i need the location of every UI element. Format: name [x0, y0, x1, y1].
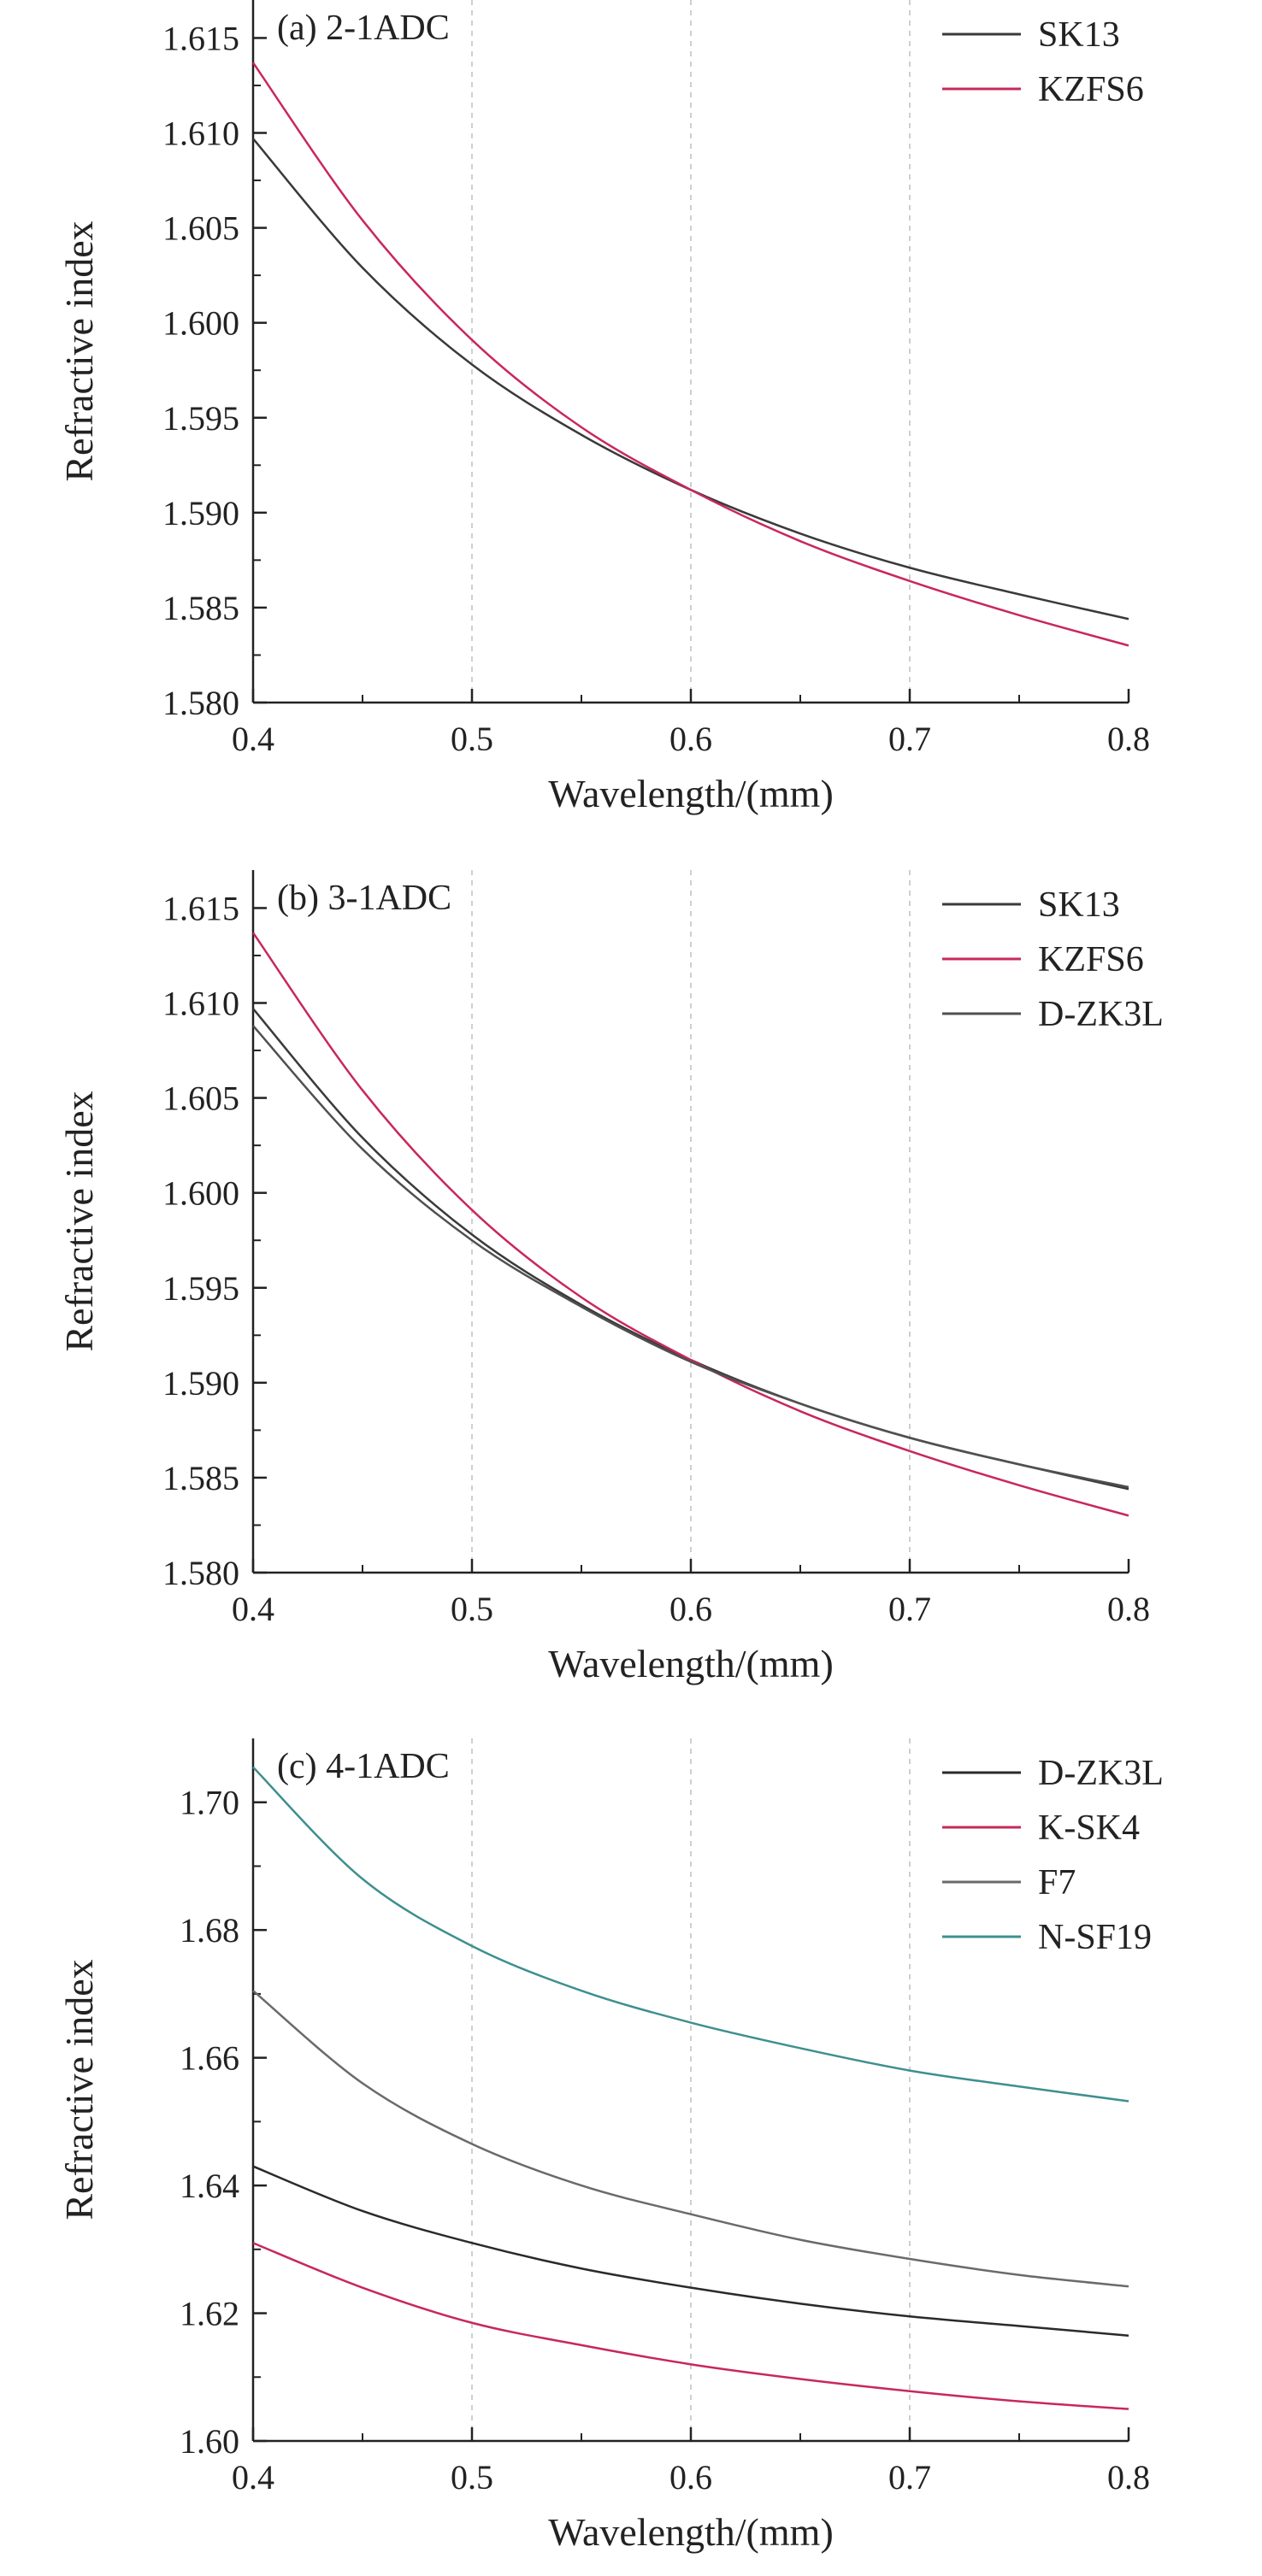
y-tick-label: 1.68	[180, 1911, 239, 1950]
y-tick-label: 1.62	[180, 2295, 239, 2333]
legend-label: KZFS6	[1038, 940, 1144, 979]
y-tick-label: 1.70	[180, 1784, 239, 1822]
y-tick-label: 1.615	[162, 889, 239, 927]
chart-panel-2: 0.4 0.5 0.6 0.7 0.8 1.580 1.585 1.590 1.595 1.600…	[57, 870, 1164, 1685]
x-tick-label: 0.6	[669, 1590, 712, 1628]
y-tick-label: 1.590	[162, 494, 239, 532]
y-tick-label: 1.60	[180, 2422, 239, 2461]
x-axis-title: Wavelength/(mm)	[548, 1642, 834, 1685]
y-tick-label: 1.615	[162, 19, 239, 57]
x-tick-label: 0.6	[669, 720, 712, 758]
x-tick-label: 0.8	[1107, 720, 1150, 758]
y-axis-title: Refractive index	[57, 221, 101, 481]
panel-label: (a) 2-1ADC	[277, 9, 450, 48]
legend-label: N-SF19	[1038, 1918, 1152, 1957]
x-tick-label: 0.7	[888, 2458, 931, 2497]
y-tick-label: 1.585	[162, 589, 239, 627]
legend-label: D-ZK3L	[1038, 995, 1164, 1034]
x-tick-label: 0.7	[888, 720, 931, 758]
legend-label: F7	[1038, 1863, 1076, 1903]
legend-label: SK13	[1038, 885, 1120, 925]
x-tick-label: 0.4	[232, 720, 274, 758]
y-axis-title: Refractive index	[57, 1091, 101, 1351]
legend-label: SK13	[1038, 15, 1120, 55]
x-tick-label: 0.5	[451, 1590, 493, 1628]
y-tick-label: 1.64	[180, 2167, 239, 2205]
chart-panel-1: 0.4 0.5 0.6 0.7 0.8 1.580 1.585 1.590 1.595 1.600…	[57, 0, 1150, 815]
series-line-n-sf19	[252, 1766, 1129, 2103]
y-tick-label: 1.66	[180, 2039, 239, 2078]
y-axis-title: Refractive index	[57, 1959, 101, 2220]
y-tick-label: 1.605	[162, 1079, 239, 1118]
x-tick-label: 0.7	[888, 1590, 931, 1628]
x-axis-title: Wavelength/(mm)	[548, 2510, 834, 2554]
y-tick-label: 1.595	[162, 399, 239, 438]
series-line-k-sk4	[252, 2242, 1129, 2410]
x-tick-label: 0.4	[232, 2458, 274, 2497]
panel-label: (b) 3-1ADC	[277, 879, 451, 918]
y-tick-label: 1.610	[162, 115, 239, 153]
y-tick-label: 1.600	[162, 1174, 239, 1213]
y-tick-label: 1.585	[162, 1459, 239, 1497]
legend-label: D-ZK3L	[1038, 1754, 1164, 1793]
x-tick-label: 0.5	[451, 720, 493, 758]
series-line-d-zk3l	[252, 2165, 1129, 2337]
y-tick-label: 1.605	[162, 209, 239, 248]
series-line-d-zk3l	[252, 1025, 1129, 1489]
legend-label: K-SK4	[1038, 1808, 1140, 1848]
panel-label: (c) 4-1ADC	[277, 1747, 450, 1786]
x-tick-label: 0.6	[669, 2458, 712, 2497]
y-tick-label: 1.595	[162, 1269, 239, 1308]
x-tick-label: 0.8	[1107, 1590, 1150, 1628]
series-line-kzfs6	[251, 932, 1129, 1517]
series-line-f7	[252, 1990, 1129, 2288]
x-axis-title: Wavelength/(mm)	[548, 772, 834, 815]
legend-label: KZFS6	[1038, 70, 1144, 109]
x-tick-label: 0.5	[451, 2458, 493, 2497]
series-line-kzfs6	[251, 62, 1129, 647]
y-tick-label: 1.580	[162, 684, 239, 722]
x-tick-label: 0.8	[1107, 2458, 1150, 2497]
chart-panel-3: 0.4 0.5 0.6 0.7 0.8 1.60 1.62 1.64 1.66 1.68 1.70 W…	[57, 1738, 1164, 2554]
y-tick-label: 1.600	[162, 304, 239, 343]
y-tick-label: 1.610	[162, 985, 239, 1023]
y-tick-label: 1.590	[162, 1364, 239, 1403]
x-tick-label: 0.4	[232, 1590, 274, 1628]
y-tick-label: 1.580	[162, 1554, 239, 1592]
